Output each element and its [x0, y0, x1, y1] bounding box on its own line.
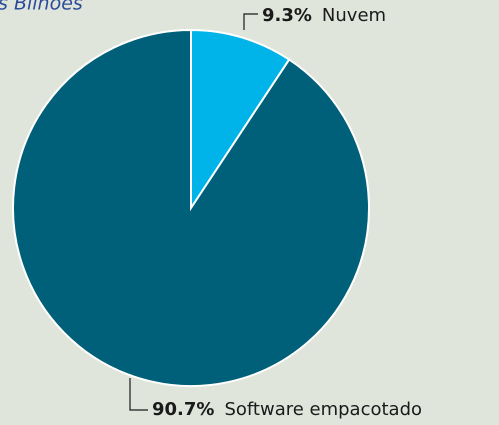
- value-label: 90.7%: [152, 399, 214, 420]
- value-label: 9.3%: [262, 5, 312, 26]
- category-label: Nuvem: [322, 5, 386, 26]
- chart-title: s Bilhões: [0, 0, 83, 15]
- leader-line: [243, 13, 258, 30]
- category-label: Software empacotado: [224, 399, 422, 420]
- leader-line: [129, 378, 148, 411]
- pie-slice: [190, 28, 291, 212]
- pie-slice: [12, 28, 370, 387]
